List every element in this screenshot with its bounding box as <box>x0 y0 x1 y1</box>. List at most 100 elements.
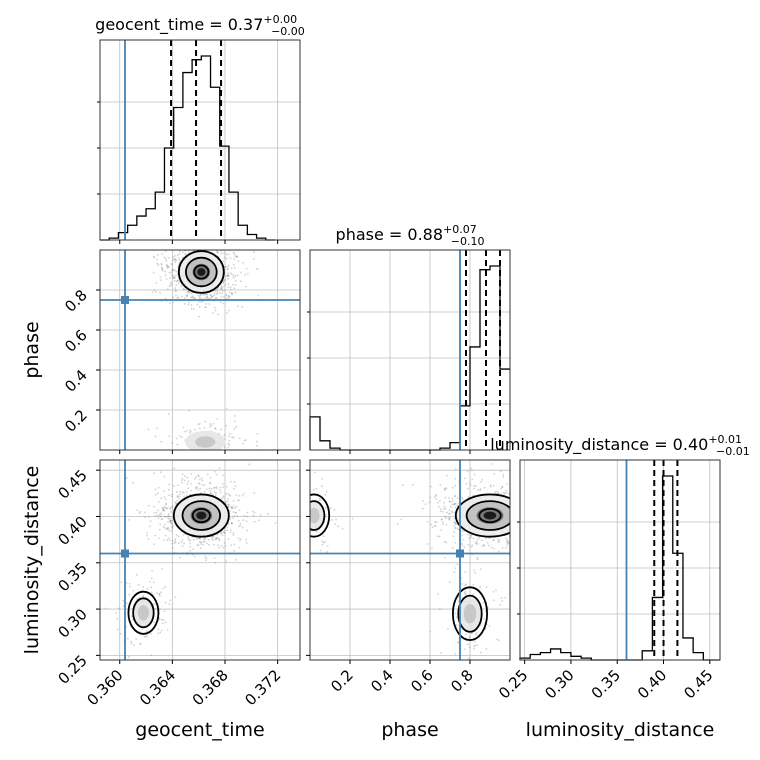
sample-point <box>216 418 219 420</box>
sample-point <box>152 593 155 596</box>
contour-inner <box>193 264 210 280</box>
sample-point <box>351 517 354 520</box>
tick-label-x-luminosity_distance: 0.25 <box>495 666 531 702</box>
tick-label-y-phase: 0.8 <box>61 286 91 316</box>
sample-point <box>196 544 199 546</box>
sample-point <box>187 303 190 306</box>
sample-point <box>171 493 174 496</box>
sample-point <box>181 256 184 259</box>
sample-point <box>197 488 200 491</box>
tick-label-x-luminosity_distance: 0.35 <box>588 666 624 702</box>
sample-point <box>435 521 438 523</box>
sample-point <box>473 487 475 490</box>
sample-point <box>266 513 269 515</box>
sample-point <box>483 544 486 547</box>
sample-point <box>326 545 329 548</box>
sample-point <box>227 493 230 495</box>
sample-point <box>163 510 166 512</box>
sample-point <box>205 557 208 560</box>
sample-point <box>223 532 226 534</box>
sample-point <box>169 451 171 453</box>
sample-point <box>234 415 236 417</box>
sample-point <box>312 488 315 491</box>
sample-point <box>223 542 226 544</box>
sample-point <box>162 525 165 528</box>
sample-point <box>189 291 191 294</box>
sample-point <box>129 585 131 588</box>
sample-point <box>154 435 157 438</box>
sample-point <box>242 261 244 264</box>
sample-point <box>237 537 240 540</box>
sample-point <box>136 509 139 512</box>
tick-label-y-phase: 0.2 <box>61 406 91 436</box>
sample-point <box>195 476 198 479</box>
sample-point <box>492 539 495 541</box>
sample-point <box>461 544 464 547</box>
sample-point <box>167 517 170 520</box>
sample-point <box>454 503 457 505</box>
sample-point <box>462 538 465 541</box>
sample-point <box>171 547 174 549</box>
sample-point <box>176 443 179 446</box>
sample-point <box>197 474 200 477</box>
sample-point <box>233 267 236 269</box>
sample-point <box>450 510 453 513</box>
sample-point <box>484 537 487 540</box>
sample-point <box>219 486 222 489</box>
sample-point <box>479 488 482 490</box>
sample-point <box>429 630 432 633</box>
sample-point <box>515 514 517 516</box>
sample-point <box>155 511 158 514</box>
sample-point <box>168 515 170 518</box>
sample-point <box>448 516 451 519</box>
sample-point <box>187 291 190 294</box>
sample-point <box>253 511 256 514</box>
title-text: geocent_time = 0.37 <box>95 15 263 35</box>
sample-point <box>321 543 324 546</box>
sample-point <box>209 423 212 426</box>
sample-point <box>224 265 226 268</box>
sample-point <box>198 537 201 540</box>
sample-point <box>231 436 234 439</box>
sample-point <box>222 495 225 498</box>
sample-point <box>161 269 164 272</box>
sample-point <box>195 487 198 490</box>
sample-point <box>209 482 211 484</box>
sample-point <box>214 470 216 473</box>
sample-point <box>176 270 178 273</box>
sample-point <box>227 283 230 286</box>
sample-point <box>158 608 161 611</box>
sample-point <box>188 409 191 412</box>
sample-point <box>305 507 307 509</box>
sample-point <box>440 518 443 521</box>
sample-point <box>212 539 215 541</box>
sample-point <box>518 509 520 511</box>
contour-middle <box>181 500 222 531</box>
sample-point <box>245 529 248 532</box>
sample-point <box>222 302 225 305</box>
sample-point <box>443 508 445 511</box>
sample-point <box>231 273 233 276</box>
sample-point <box>451 503 454 506</box>
sample-point <box>161 622 164 625</box>
sample-point <box>303 535 305 537</box>
sample-point <box>466 470 469 473</box>
sample-point <box>215 538 217 541</box>
sample-point <box>161 517 164 520</box>
sample-point <box>467 496 470 499</box>
sample-point <box>180 479 183 482</box>
sample-point <box>217 537 220 540</box>
sample-point <box>448 518 451 521</box>
sample-point <box>198 422 201 425</box>
sample-point <box>231 283 234 286</box>
sample-point <box>227 538 230 541</box>
sample-point <box>206 293 209 296</box>
sample-point <box>507 541 510 544</box>
sample-point <box>178 455 180 457</box>
sample-point <box>182 426 185 429</box>
sample-point <box>219 292 221 294</box>
sample-point <box>226 268 229 271</box>
sample-point <box>215 537 217 539</box>
sample-point <box>478 536 481 539</box>
sample-point <box>225 253 228 256</box>
